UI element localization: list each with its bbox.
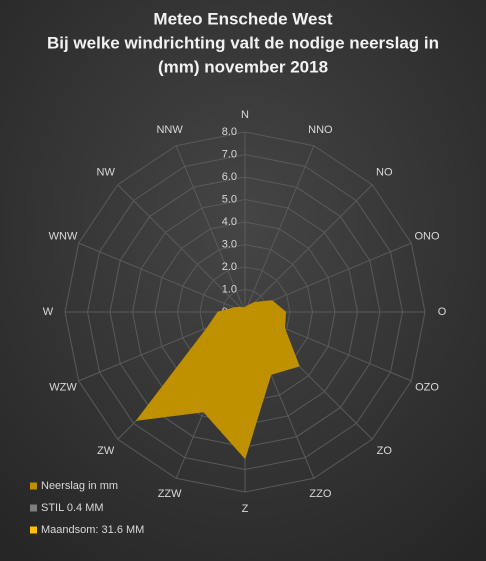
category-label: NNO <box>308 124 333 136</box>
spoke <box>175 145 246 313</box>
y-tick-label: 5.0 <box>222 193 237 205</box>
category-label: ZZO <box>309 488 331 500</box>
category-label: Z <box>242 503 249 515</box>
chart-title: Meteo Enschede West <box>153 9 333 28</box>
category-label: ZW <box>97 445 115 457</box>
category-label: ZZW <box>158 488 182 500</box>
legend-swatch <box>30 482 37 490</box>
category-label: ZO <box>377 445 393 457</box>
y-tick-label: 3.0 <box>222 238 237 250</box>
category-label: NNW <box>156 124 183 136</box>
category-label: N <box>241 109 249 121</box>
y-tick-label: 2.0 <box>222 261 237 273</box>
legend-label: Maandsom: 31.6 MM <box>41 524 144 536</box>
category-label: OZO <box>415 381 439 393</box>
legend-label: STIL 0.4 MM <box>41 502 104 514</box>
radar-area <box>135 300 300 460</box>
spoke <box>244 184 373 313</box>
y-tick-label: 8.0 <box>222 126 237 138</box>
legend-label: Neerslag in mm <box>41 480 118 492</box>
category-label: W <box>43 306 54 318</box>
spoke <box>117 184 246 313</box>
chart-title: Bij welke windrichting valt de nodige ne… <box>47 33 439 52</box>
category-label: WNW <box>49 231 78 243</box>
legend-swatch <box>30 504 37 512</box>
category-label: NO <box>376 167 393 179</box>
spoke <box>244 145 315 313</box>
category-label: ONO <box>414 231 440 243</box>
y-tick-label: 4.0 <box>222 216 237 228</box>
category-label: NW <box>97 167 116 179</box>
y-tick-label: 6.0 <box>222 171 237 183</box>
category-label: O <box>438 306 447 318</box>
chart-title: (mm) november 2018 <box>158 57 328 76</box>
legend-swatch <box>30 526 37 534</box>
spoke <box>78 242 246 313</box>
y-tick-label: 7.0 <box>222 148 237 160</box>
y-tick-label: 1.0 <box>222 283 237 295</box>
spoke <box>244 242 412 313</box>
category-label: WZW <box>49 381 77 393</box>
